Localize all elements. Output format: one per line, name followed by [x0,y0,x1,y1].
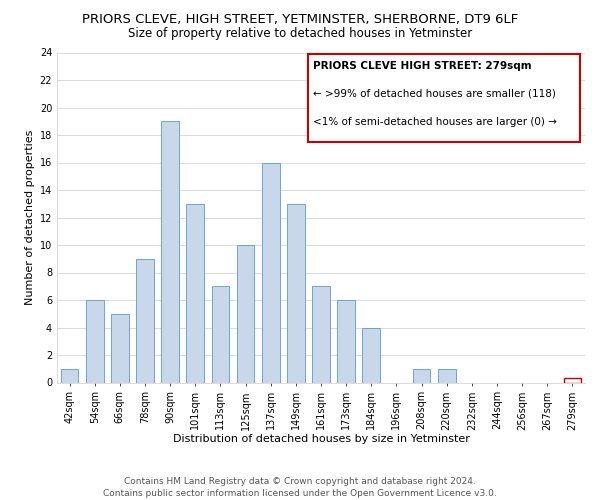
Bar [136,259,154,382]
Bar [187,204,204,382]
Bar [86,300,104,382]
Bar [312,286,330,382]
Bar [212,286,229,382]
Text: <1% of semi-detached houses are larger (0) →: <1% of semi-detached houses are larger (… [313,117,557,127]
Bar [362,328,380,382]
Bar [563,378,581,382]
Text: Size of property relative to detached houses in Yetminster: Size of property relative to detached ho… [128,28,472,40]
Bar [237,245,254,382]
Text: PRIORS CLEVE HIGH STREET: 279sqm: PRIORS CLEVE HIGH STREET: 279sqm [313,60,532,70]
Bar [161,121,179,382]
Text: PRIORS CLEVE, HIGH STREET, YETMINSTER, SHERBORNE, DT9 6LF: PRIORS CLEVE, HIGH STREET, YETMINSTER, S… [82,12,518,26]
Bar [413,369,430,382]
Bar [337,300,355,382]
Text: Contains HM Land Registry data © Crown copyright and database right 2024.: Contains HM Land Registry data © Crown c… [124,477,476,486]
Bar [287,204,305,382]
FancyBboxPatch shape [308,54,580,142]
Bar [438,369,455,382]
Bar [262,162,280,382]
X-axis label: Distribution of detached houses by size in Yetminster: Distribution of detached houses by size … [173,434,469,444]
Y-axis label: Number of detached properties: Number of detached properties [25,130,35,305]
Bar [111,314,128,382]
Text: ← >99% of detached houses are smaller (118): ← >99% of detached houses are smaller (1… [313,89,556,99]
Bar [61,369,79,382]
Text: Contains public sector information licensed under the Open Government Licence v3: Contains public sector information licen… [103,488,497,498]
